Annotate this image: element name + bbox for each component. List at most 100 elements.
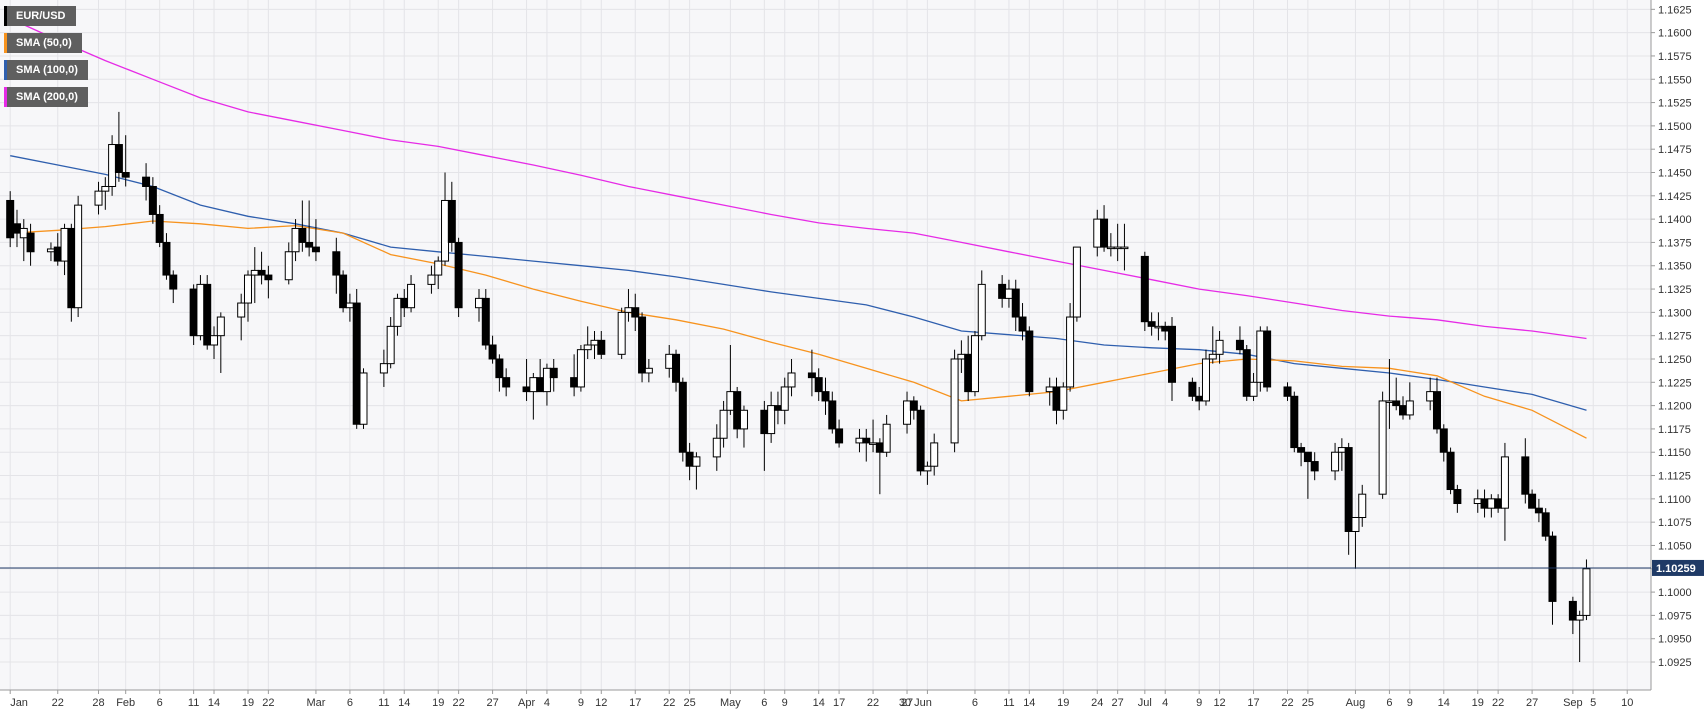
x-tick-label: 6 xyxy=(347,697,353,709)
candle-body-up xyxy=(407,283,416,309)
candle-body-down xyxy=(298,227,307,243)
candle-body-up xyxy=(787,372,796,388)
x-tick-label: 27 xyxy=(1112,697,1124,709)
legend-swatch-eurusd xyxy=(4,6,7,26)
x-tick-label: 22 xyxy=(262,697,274,709)
legend-eurusd[interactable]: EUR/USD xyxy=(4,6,76,26)
candle xyxy=(1025,326,1034,397)
candle-body-up xyxy=(210,335,219,346)
candle-body-down xyxy=(1568,600,1577,621)
candle-body-down xyxy=(1018,316,1027,332)
candle xyxy=(977,270,986,341)
candle xyxy=(1534,498,1543,523)
x-tick-label: 19 xyxy=(1472,697,1484,709)
candle xyxy=(1120,223,1129,271)
candle xyxy=(882,414,891,457)
candle xyxy=(155,205,164,248)
candle-body-down xyxy=(155,213,164,243)
candle xyxy=(767,391,776,443)
candle-body-up xyxy=(583,344,592,351)
candle xyxy=(631,293,640,332)
legend-sma-200[interactable]: SMA (200,0) xyxy=(4,87,88,107)
candle-body-up xyxy=(196,283,205,337)
candle xyxy=(359,368,368,429)
candle-body-down xyxy=(828,400,837,430)
y-tick-label: 1.0950 xyxy=(1658,634,1692,646)
candle xyxy=(1439,424,1448,462)
last-price-badge xyxy=(1652,559,1704,576)
candle-body-down xyxy=(121,172,130,178)
candle xyxy=(101,177,110,210)
candle-body-up xyxy=(379,363,388,374)
candle xyxy=(434,256,443,290)
candle xyxy=(739,405,748,448)
x-tick-label: 14 xyxy=(208,697,220,709)
candle xyxy=(814,368,823,401)
candle-body-up xyxy=(1072,246,1081,318)
candle-body-up xyxy=(1473,498,1482,505)
x-tick-label: 30 Jun xyxy=(899,697,932,709)
candle-body-down xyxy=(400,297,409,309)
candle-body-up xyxy=(284,251,293,281)
candle xyxy=(1242,345,1251,401)
candle xyxy=(1405,382,1414,420)
candle xyxy=(257,251,266,285)
y-tick-label: 1.1500 xyxy=(1658,121,1692,133)
y-tick-label: 1.1050 xyxy=(1658,540,1692,552)
x-tick-label: 25 xyxy=(683,697,695,709)
candle-body-up xyxy=(903,400,912,425)
y-tick-label: 1.1450 xyxy=(1658,168,1692,180)
x-tick-label: 5 xyxy=(1590,697,1596,709)
candle-body-up xyxy=(780,386,789,411)
x-tick-label: 14 xyxy=(813,697,825,709)
candle xyxy=(386,317,395,369)
candle-body-up xyxy=(46,248,55,253)
candle xyxy=(807,349,816,397)
candle xyxy=(542,363,551,406)
y-tick-label: 1.1400 xyxy=(1658,214,1692,226)
candle-body-down xyxy=(1283,386,1292,397)
candle xyxy=(488,335,497,364)
candle xyxy=(114,111,123,182)
candle-body-down xyxy=(570,377,579,388)
sma-200-line xyxy=(9,18,1587,340)
legend-sma-50[interactable]: SMA (50,0) xyxy=(4,33,82,53)
legend-sma-100[interactable]: SMA (100,0) xyxy=(4,60,88,80)
candle xyxy=(1392,377,1401,411)
candle xyxy=(1140,251,1149,332)
candle xyxy=(692,452,701,490)
candle-body-down xyxy=(488,344,497,360)
y-tick-label: 1.1300 xyxy=(1658,307,1692,319)
y-tick-label: 1.1575 xyxy=(1658,51,1692,63)
x-tick-label: 22 xyxy=(1281,697,1293,709)
candle-body-up xyxy=(930,442,939,467)
candle-body-down xyxy=(203,283,212,346)
candle xyxy=(1283,382,1292,401)
candle-body-down xyxy=(264,274,273,281)
candle-body-down xyxy=(760,409,769,435)
candle-body-up xyxy=(1059,386,1068,411)
candle-body-up xyxy=(950,358,959,444)
sma-100-line xyxy=(10,155,1587,411)
candle-body-up xyxy=(1487,498,1496,509)
sma-50-line xyxy=(10,220,1587,439)
candles xyxy=(6,111,1591,663)
x-tick-label: 11 xyxy=(378,697,389,709)
x-tick-label: 6 xyxy=(761,697,767,709)
sma-lines xyxy=(9,18,1587,439)
candle-body-down xyxy=(1263,330,1272,388)
candle-body-down xyxy=(352,302,361,425)
candle xyxy=(142,163,151,201)
grid-lines xyxy=(0,0,1651,690)
candle-body-up xyxy=(237,302,246,318)
legend-label-sma-50: SMA (50,0) xyxy=(16,37,72,49)
candle xyxy=(1331,442,1340,481)
candle-body-down xyxy=(339,274,348,309)
candle-body-down xyxy=(964,353,973,393)
candle-body-down xyxy=(53,246,62,262)
candle-body-down xyxy=(807,372,816,379)
candle xyxy=(6,191,15,248)
candle xyxy=(1011,279,1020,332)
legend-label-sma-100: SMA (100,0) xyxy=(16,64,78,76)
